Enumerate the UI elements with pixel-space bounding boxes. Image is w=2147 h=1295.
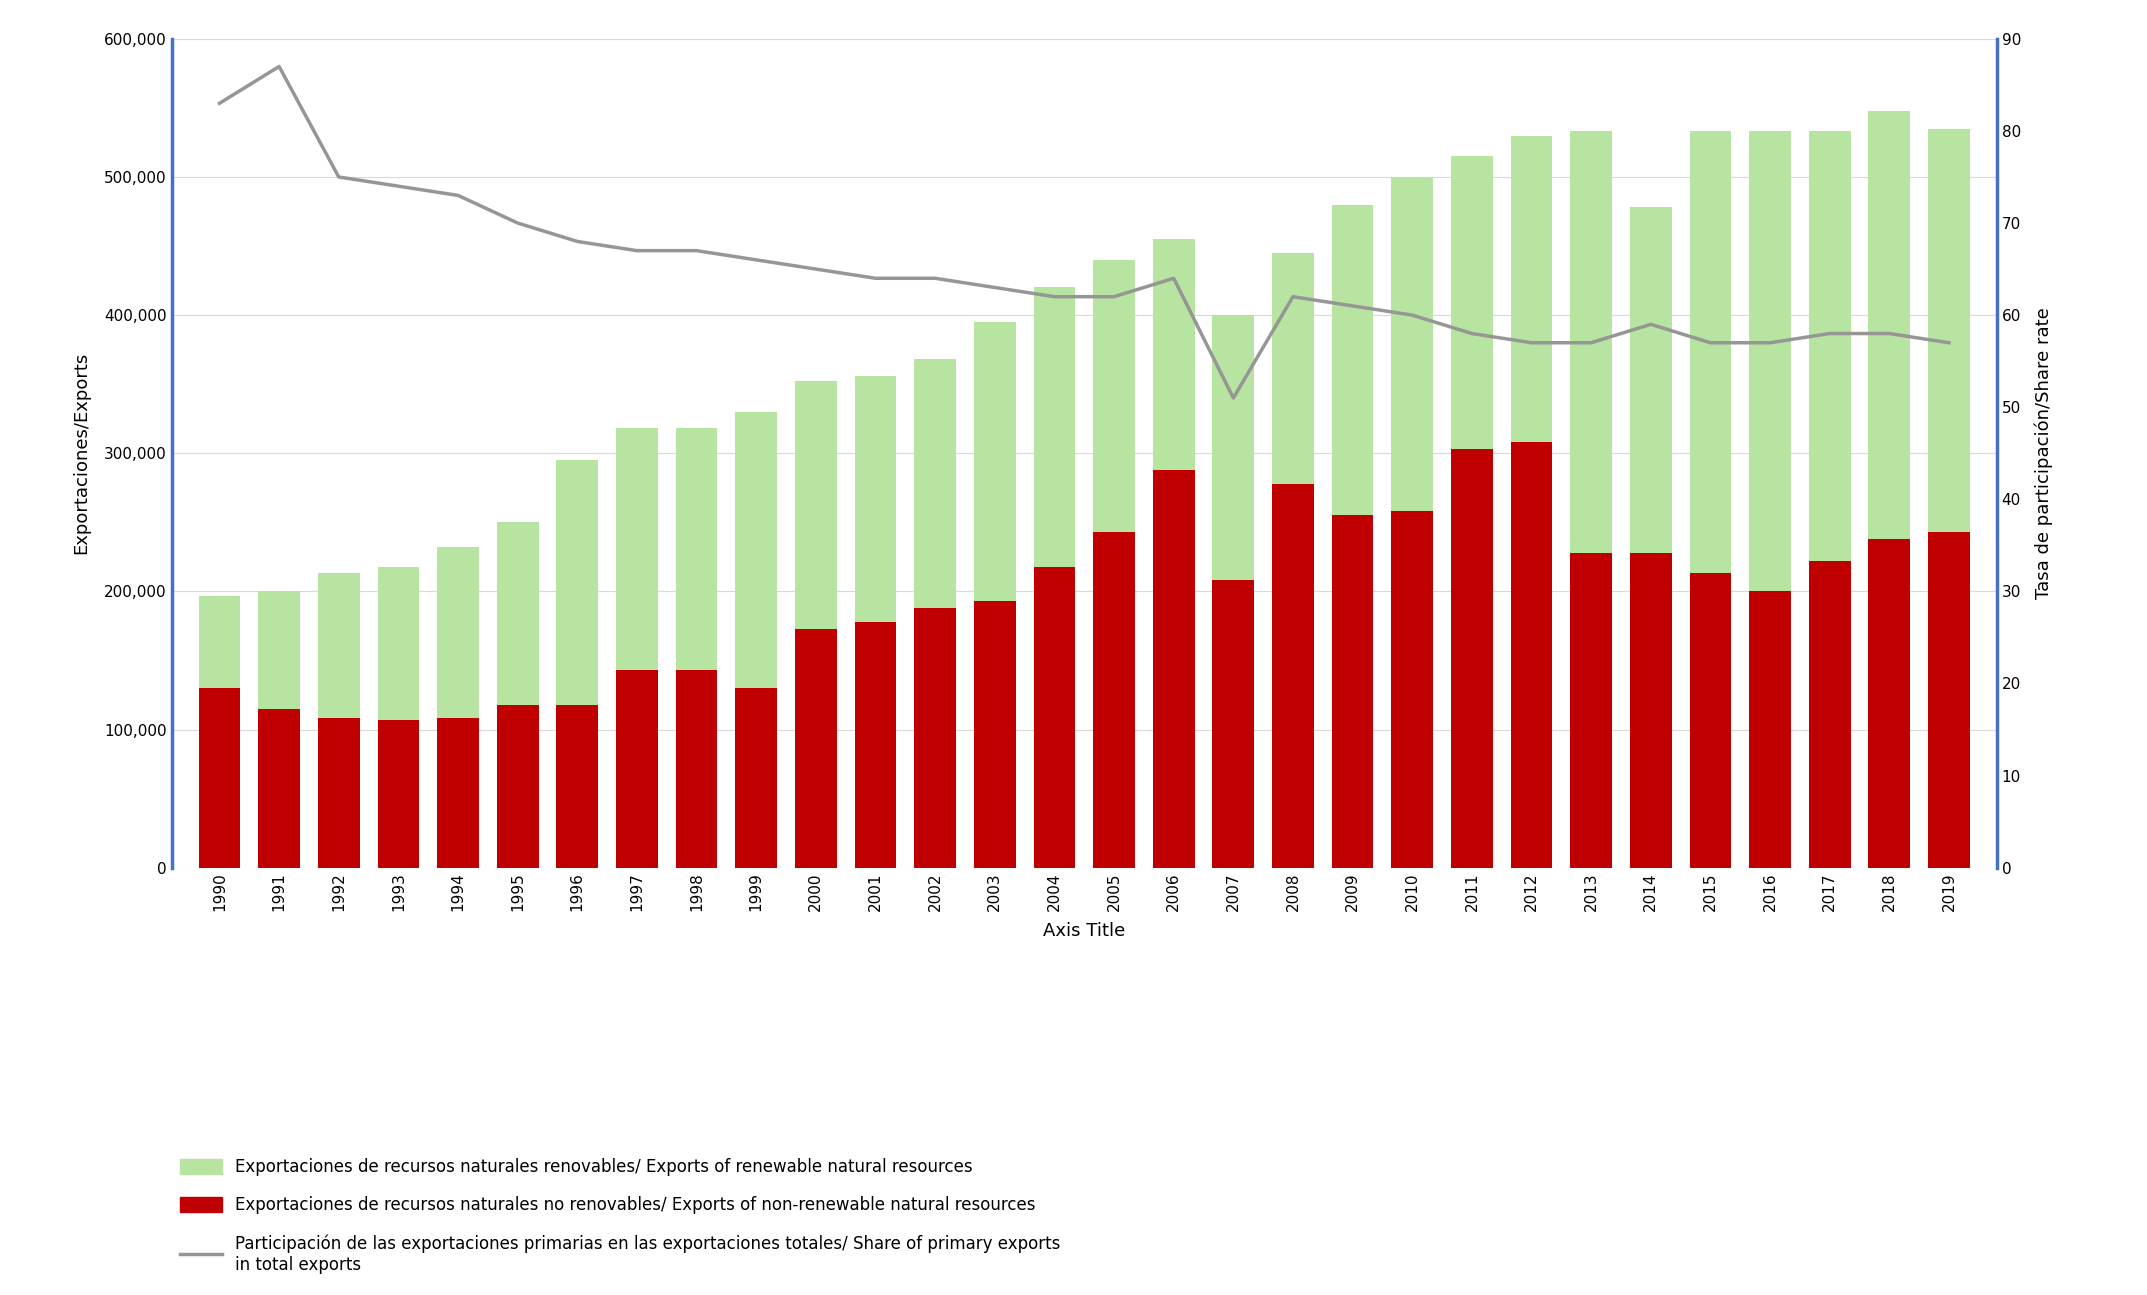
Y-axis label: Exportaciones/Exports: Exportaciones/Exports xyxy=(73,352,90,554)
Participación de las exportaciones primarias en las exportaciones totales/ Share of primary exports
in total exports xyxy=(1816,326,1842,342)
Participación de las exportaciones primarias en las exportaciones totales/ Share of primary exports
in total exports xyxy=(1876,326,1902,342)
Bar xyxy=(1630,553,1673,868)
Bar xyxy=(1868,110,1911,868)
Bar xyxy=(1271,483,1314,868)
Participación de las exportaciones primarias en las exportaciones totales/ Share of primary exports
in total exports xyxy=(683,243,709,259)
Bar xyxy=(1808,561,1851,868)
Bar xyxy=(676,429,717,868)
Participación de las exportaciones primarias en las exportaciones totales/ Share of primary exports
in total exports xyxy=(803,262,829,277)
Bar xyxy=(318,719,359,868)
Participación de las exportaciones primarias en las exportaciones totales/ Share of primary exports
in total exports xyxy=(326,170,352,185)
Participación de las exportaciones primarias en las exportaciones totales/ Share of primary exports
in total exports xyxy=(1340,298,1365,313)
Bar xyxy=(794,628,837,868)
Bar xyxy=(1153,470,1194,868)
Participación de las exportaciones primarias en las exportaciones totales/ Share of primary exports
in total exports xyxy=(1638,316,1664,332)
Bar xyxy=(1451,449,1492,868)
Bar xyxy=(1213,580,1254,868)
Participación de las exportaciones primarias en las exportaciones totales/ Share of primary exports
in total exports xyxy=(266,58,292,74)
Bar xyxy=(1391,512,1432,868)
Bar xyxy=(378,566,419,868)
Participación de las exportaciones primarias en las exportaciones totales/ Share of primary exports
in total exports xyxy=(565,233,590,249)
Bar xyxy=(1569,553,1612,868)
Bar xyxy=(1093,532,1136,868)
Participación de las exportaciones primarias en las exportaciones totales/ Share of primary exports
in total exports xyxy=(1101,289,1127,304)
Participación de las exportaciones primarias en las exportaciones totales/ Share of primary exports
in total exports xyxy=(1162,271,1187,286)
Participación de las exportaciones primarias en las exportaciones totales/ Share of primary exports
in total exports xyxy=(923,271,949,286)
Bar xyxy=(734,688,777,868)
X-axis label: Axis Title: Axis Title xyxy=(1043,922,1125,940)
Bar xyxy=(438,548,479,868)
Bar xyxy=(616,670,657,868)
Bar xyxy=(1690,131,1730,868)
Line: Participación de las exportaciones primarias en las exportaciones totales/ Share of primary exports
in total exports: Participación de las exportaciones prima… xyxy=(219,66,1949,398)
Bar xyxy=(1511,442,1552,868)
Bar xyxy=(975,322,1016,868)
Bar xyxy=(1750,592,1791,868)
Bar xyxy=(198,688,240,868)
Participación de las exportaciones primarias en las exportaciones totales/ Share of primary exports
in total exports xyxy=(625,243,651,259)
Bar xyxy=(318,574,359,868)
Bar xyxy=(198,596,240,868)
Bar xyxy=(496,522,539,868)
Bar xyxy=(556,460,599,868)
Bar xyxy=(616,429,657,868)
Bar xyxy=(1331,205,1374,868)
Bar xyxy=(1750,131,1791,868)
Bar xyxy=(258,592,301,868)
Bar xyxy=(1093,260,1136,868)
Bar xyxy=(1271,253,1314,868)
Bar xyxy=(855,376,895,868)
Participación de las exportaciones primarias en las exportaciones totales/ Share of primary exports
in total exports xyxy=(206,96,232,111)
Bar xyxy=(1569,131,1612,868)
Participación de las exportaciones primarias en las exportaciones totales/ Share of primary exports
in total exports xyxy=(1518,335,1544,351)
Bar xyxy=(496,704,539,868)
Bar xyxy=(1690,574,1730,868)
Bar xyxy=(1213,315,1254,868)
Participación de las exportaciones primarias en las exportaciones totales/ Share of primary exports
in total exports xyxy=(1460,326,1486,342)
Participación de las exportaciones primarias en las exportaciones totales/ Share of primary exports
in total exports xyxy=(743,253,769,268)
Bar xyxy=(1630,207,1673,868)
Bar xyxy=(915,359,955,868)
Legend: Exportaciones de recursos naturales renovables/ Exports of renewable natural res: Exportaciones de recursos naturales reno… xyxy=(180,1159,1061,1274)
Participación de las exportaciones primarias en las exportaciones totales/ Share of primary exports
in total exports xyxy=(386,179,412,194)
Bar xyxy=(1928,532,1969,868)
Bar xyxy=(438,719,479,868)
Bar xyxy=(1153,240,1194,868)
Bar xyxy=(378,720,419,868)
Participación de las exportaciones primarias en las exportaciones totales/ Share of primary exports
in total exports xyxy=(1578,335,1604,351)
Bar xyxy=(556,704,599,868)
Participación de las exportaciones primarias en las exportaciones totales/ Share of primary exports
in total exports xyxy=(1041,289,1067,304)
Bar xyxy=(975,601,1016,868)
Bar xyxy=(794,382,837,868)
Participación de las exportaciones primarias en las exportaciones totales/ Share of primary exports
in total exports xyxy=(863,271,889,286)
Bar xyxy=(676,670,717,868)
Participación de las exportaciones primarias en las exportaciones totales/ Share of primary exports
in total exports xyxy=(1756,335,1782,351)
Bar xyxy=(258,708,301,868)
Participación de las exportaciones primarias en las exportaciones totales/ Share of primary exports
in total exports xyxy=(1937,335,1962,351)
Bar xyxy=(1511,136,1552,868)
Bar xyxy=(1451,157,1492,868)
Participación de las exportaciones primarias en las exportaciones totales/ Share of primary exports
in total exports xyxy=(505,215,530,231)
Participación de las exportaciones primarias en las exportaciones totales/ Share of primary exports
in total exports xyxy=(1219,390,1245,405)
Participación de las exportaciones primarias en las exportaciones totales/ Share of primary exports
in total exports xyxy=(1280,289,1305,304)
Bar xyxy=(1033,566,1076,868)
Bar xyxy=(1868,539,1911,868)
Y-axis label: Tasa de participación/Share rate: Tasa de participación/Share rate xyxy=(2035,307,2053,600)
Participación de las exportaciones primarias en las exportaciones totales/ Share of primary exports
in total exports xyxy=(444,188,470,203)
Participación de las exportaciones primarias en las exportaciones totales/ Share of primary exports
in total exports xyxy=(1698,335,1724,351)
Bar xyxy=(1331,515,1374,868)
Participación de las exportaciones primarias en las exportaciones totales/ Share of primary exports
in total exports xyxy=(981,280,1007,295)
Bar xyxy=(734,412,777,868)
Bar xyxy=(915,607,955,868)
Bar xyxy=(855,622,895,868)
Bar xyxy=(1033,287,1076,868)
Bar xyxy=(1928,128,1969,868)
Participación de las exportaciones primarias en las exportaciones totales/ Share of primary exports
in total exports xyxy=(1400,307,1426,322)
Bar xyxy=(1391,177,1432,868)
Bar xyxy=(1808,131,1851,868)
